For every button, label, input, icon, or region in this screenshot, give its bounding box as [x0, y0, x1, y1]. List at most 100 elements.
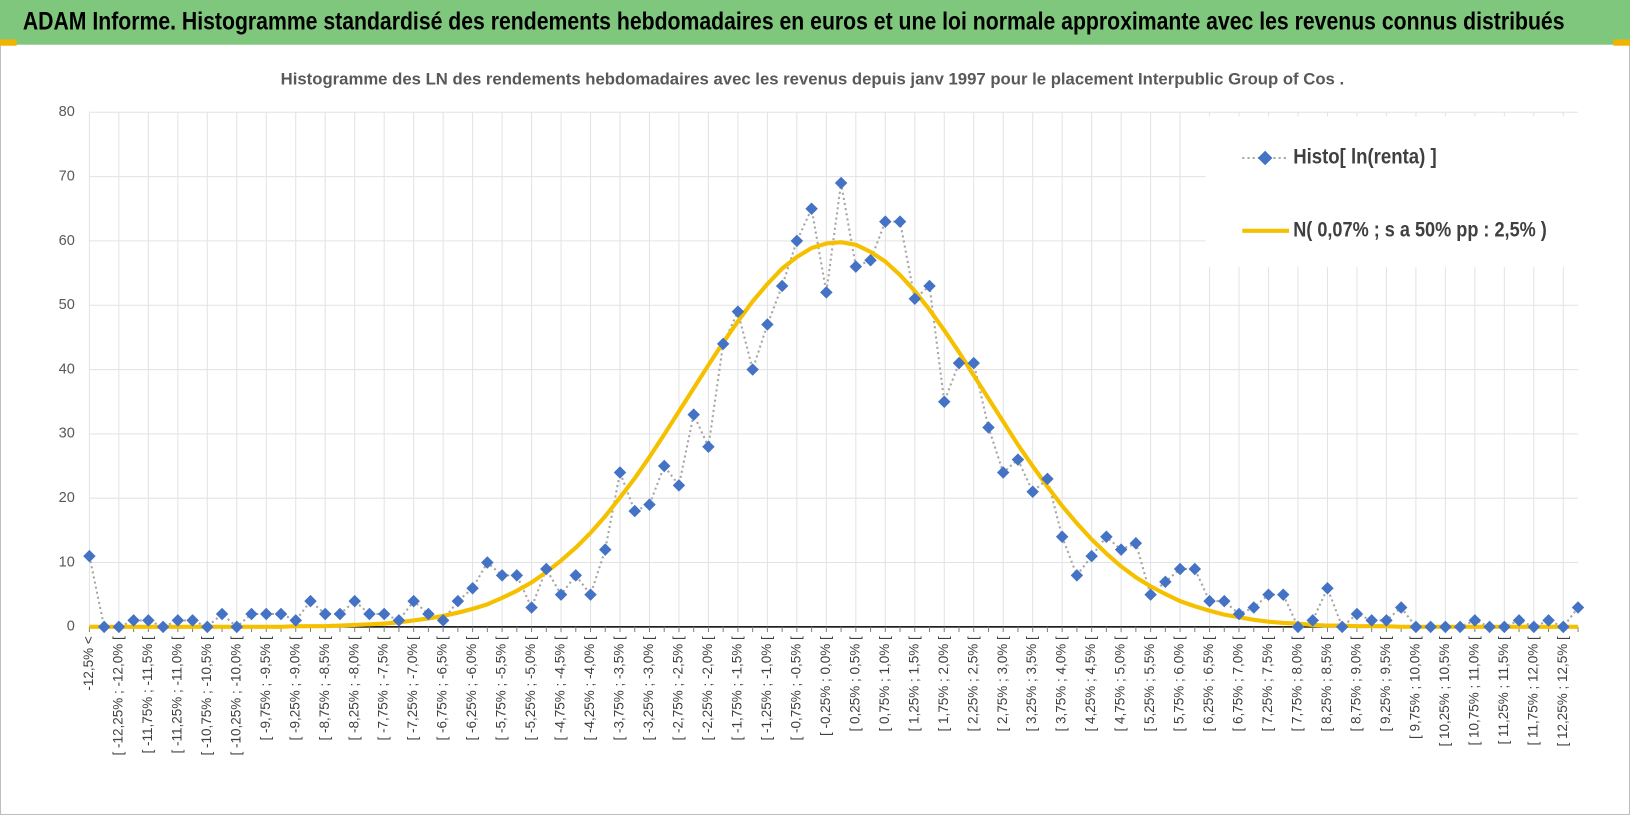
- data-point: [1365, 614, 1378, 627]
- data-point: [879, 215, 892, 228]
- x-tick-label: [ 12,25% ; 12,5% [: [1555, 636, 1570, 747]
- data-point: [422, 607, 435, 621]
- data-point: [1306, 614, 1319, 627]
- data-point: [1512, 614, 1526, 627]
- y-tick-label: 10: [59, 554, 75, 570]
- data-point: [215, 607, 229, 621]
- data-point: [1100, 530, 1113, 544]
- data-point: [1468, 614, 1482, 627]
- y-tick-label: 60: [59, 233, 75, 249]
- x-tick-label: [ 7,25% ; 7,5% [: [1260, 636, 1275, 732]
- x-tick-label: [ 3,75% ; 4,0% [: [1054, 636, 1069, 732]
- x-tick-label: [ -6,75% ; -6,5% [: [435, 636, 450, 741]
- x-tick-label: [ 8,25% ; 8,5% [: [1319, 636, 1334, 732]
- data-point: [466, 582, 479, 595]
- data-point: [186, 614, 199, 627]
- series-line: [89, 240, 1579, 629]
- y-tick-label: 50: [59, 297, 75, 313]
- legend-label: N( 0,07% ; s a 50% pp : 2,5% ): [1293, 218, 1547, 241]
- chart-title: Histogramme des LN des rendements hebdom…: [281, 69, 1344, 88]
- data-point: [481, 556, 494, 569]
- x-tick-label: [ 6,25% ; 6,5% [: [1201, 636, 1216, 732]
- legend-swatch: [1257, 150, 1273, 166]
- data-point: [1055, 530, 1069, 544]
- x-tick-label: [ 0,25% ; 0,5% [: [847, 636, 862, 732]
- x-tick-label: [ -11,75% ; -11,5% [: [140, 636, 155, 754]
- data-point: [805, 202, 818, 215]
- data-point: [967, 356, 980, 370]
- x-tick-label: [ -4,25% ; -4,0% [: [582, 636, 597, 741]
- x-tick-label: [ 1,75% ; 2,0% [: [936, 636, 951, 732]
- x-tick-label: [ -10,75% ; -10,5% [: [199, 636, 214, 756]
- data-point: [1173, 562, 1187, 576]
- data-point: [938, 395, 951, 408]
- x-tick-label: [ -8,75% ; -8,5% [: [317, 636, 332, 741]
- data-point: [377, 607, 391, 621]
- data-point: [849, 260, 863, 273]
- data-point: [392, 614, 406, 627]
- x-tick-label: [ -8,25% ; -8,0% [: [346, 636, 361, 741]
- x-tick-label: [ 10,75% ; 11,0% [: [1466, 636, 1481, 746]
- x-tick-label: [ -10,25% ; -10,0% [: [228, 636, 243, 756]
- y-tick-label: 70: [59, 168, 75, 184]
- x-tick-label: [ 10,25% ; 10,5% [: [1437, 636, 1452, 747]
- x-tick-label: [ -6,25% ; -6,0% [: [464, 636, 479, 741]
- data-point: [363, 607, 376, 621]
- x-tick-label: [ -7,75% ; -7,5% [: [376, 636, 391, 741]
- x-tick-label: [ 2,25% ; 2,5% [: [965, 636, 980, 732]
- data-point: [1188, 562, 1202, 576]
- data-point: [1321, 582, 1334, 595]
- data-point: [1232, 607, 1246, 621]
- data-point: [1262, 588, 1275, 601]
- data-point: [996, 466, 1010, 479]
- x-tick-label: [ -5,25% ; -5,0% [: [523, 636, 538, 741]
- data-point: [775, 279, 789, 293]
- x-tick-label: [ -0,75% ; -0,5% [: [788, 636, 803, 741]
- data-point: [613, 466, 627, 479]
- x-tick-label: -12,5% <: [81, 636, 96, 691]
- data-point: [687, 408, 700, 421]
- data-point: [127, 614, 140, 627]
- x-tick-label: [ -1,25% ; -1,0% [: [759, 636, 774, 741]
- y-tick-label: 40: [59, 361, 75, 377]
- x-tick-label: [ 8,75% ; 9,0% [: [1349, 636, 1364, 732]
- data-point: [1026, 485, 1039, 499]
- data-point: [289, 614, 302, 627]
- data-point: [1350, 607, 1364, 621]
- x-tick-label: [ 4,25% ; 4,5% [: [1083, 636, 1098, 732]
- y-tick-label: 30: [59, 426, 75, 442]
- corner-accent: [1613, 39, 1630, 46]
- data-point: [260, 607, 273, 621]
- x-tick-label: [ -12,25% ; -12,0% [: [110, 636, 125, 756]
- x-tick-label: [ -3,25% ; -3,0% [: [641, 636, 656, 741]
- x-tick-label: [ 5,25% ; 5,5% [: [1142, 636, 1157, 732]
- data-point: [333, 607, 347, 621]
- x-tick-label: [ 2,75% ; 3,0% [: [995, 636, 1010, 732]
- data-point: [643, 498, 656, 511]
- data-point: [245, 607, 258, 621]
- x-tick-label: [ -2,25% ; -2,0% [: [700, 636, 715, 741]
- x-tick-label: [ 6,75% ; 7,0% [: [1231, 636, 1246, 732]
- data-point: [318, 607, 332, 621]
- data-point: [1144, 588, 1157, 601]
- x-tick-label: [ 5,75% ; 6,0% [: [1172, 636, 1187, 732]
- x-tick-label: [ -5,75% ; -5,5% [: [494, 636, 509, 741]
- data-point: [1011, 453, 1025, 466]
- data-point: [274, 607, 288, 621]
- x-tick-label: [ 11,75% ; 12,0% [: [1525, 636, 1540, 746]
- data-point: [716, 337, 730, 351]
- x-tick-label: [ 9,75% ; 10,0% [: [1407, 636, 1422, 739]
- x-tick-label: [ 0,75% ; 1,0% [: [877, 636, 892, 732]
- corner-accent: [0, 39, 17, 46]
- data-point: [436, 614, 450, 627]
- y-tick-label: 20: [59, 490, 75, 506]
- x-tick-label: [ -0,25% ; 0,0% [: [818, 636, 833, 736]
- x-tick-label: [ -11,25% ; -11,0% [: [169, 636, 184, 754]
- x-tick-label: [ -9,25% ; -9,0% [: [287, 636, 302, 741]
- data-point: [1542, 614, 1555, 627]
- data-point: [525, 601, 538, 614]
- data-point: [864, 253, 877, 267]
- series-line: [88, 182, 1579, 629]
- x-tick-label: [ -1,75% ; -1,5% [: [729, 636, 744, 741]
